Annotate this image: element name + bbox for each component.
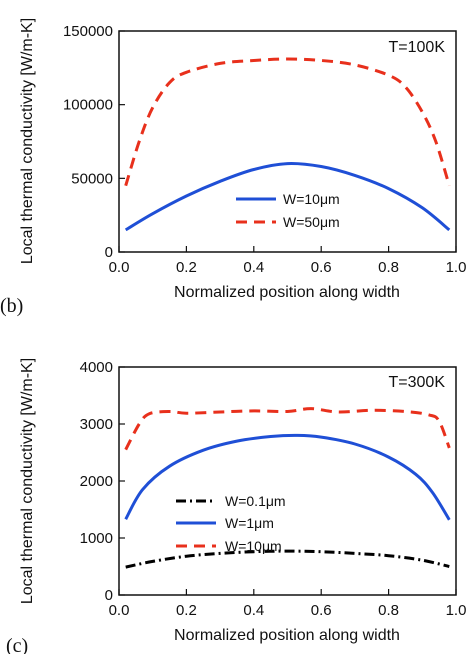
x-tick-label: 1.0: [446, 259, 467, 276]
x-tick-label: 0.8: [378, 602, 399, 619]
y-tick-label: 150000: [63, 23, 113, 40]
temperature-annotation: T=300K: [389, 374, 446, 391]
series-line-0: [125, 549, 450, 569]
y-tick-label: 2000: [80, 473, 113, 490]
legend: W=0.1μm W=1μm W=10μm: [176, 493, 286, 554]
legend-label-w50um: W=50μm: [283, 214, 340, 230]
legend: W=10μm W=50μm: [236, 191, 340, 230]
y-tick-label: 3000: [80, 416, 113, 433]
x-ticks: 0.0 0.2 0.4 0.6 0.8 1.0: [109, 589, 467, 619]
x-ticks: 0.0 0.2 0.4 0.6 0.8 1.0: [109, 246, 467, 276]
y-tick-label: 4000: [80, 359, 113, 376]
x-tick-label: 0.2: [176, 602, 197, 619]
x-tick-label: 0.8: [378, 259, 399, 276]
x-tick-label: 0.0: [109, 602, 130, 619]
legend-label-w10um: W=10μm: [283, 191, 340, 207]
legend-label-w10um: W=10μm: [225, 538, 282, 554]
chart-panel-b: 0 50000 100000 150000 0.0 0.2 0.4 0.6 0.8 1.0 T=…: [0, 18, 466, 317]
y-ticks: 0 50000 100000 150000: [63, 23, 125, 261]
legend-label-w01um: W=0.1μm: [225, 493, 286, 509]
y-tick-label: 50000: [71, 170, 113, 187]
plot-frame: [118, 30, 457, 253]
x-axis-label: Normalized position along width: [174, 627, 400, 644]
y-axis-label: Local thermal conductivity [W/m-K]: [19, 358, 36, 604]
series-line-0: [124, 162, 451, 232]
legend-label-w1um: W=1μm: [225, 515, 274, 531]
y-tick-label: 0: [105, 244, 113, 261]
chart-panel-c: 0 1000 2000 3000 4000 0.0 0.2 0.4 0.6 0.8 1.0 T=3…: [6, 358, 466, 654]
x-tick-label: 0.6: [311, 602, 332, 619]
y-tick-label: 1000: [80, 530, 113, 547]
y-ticks: 0 1000 2000 3000 4000: [80, 359, 125, 604]
series-layer: [124, 407, 451, 569]
x-tick-label: 0.4: [243, 602, 264, 619]
series-line-1: [124, 57, 451, 187]
series-line-1: [124, 433, 451, 521]
x-tick-label: 0.6: [311, 259, 332, 276]
series-line-2: [124, 407, 451, 451]
panel-label-b: (b): [0, 295, 23, 317]
x-tick-label: 1.0: [446, 602, 467, 619]
panel-label-c: (c): [6, 635, 28, 654]
x-tick-label: 0.4: [243, 259, 264, 276]
plot-frame: [118, 366, 457, 596]
y-axis-label: Local thermal conductivity [W/m-K]: [19, 18, 36, 264]
x-axis-label: Normalized position along width: [174, 284, 400, 301]
y-tick-label: 100000: [63, 97, 113, 114]
x-tick-label: 0.0: [109, 259, 130, 276]
series-layer: [124, 57, 451, 232]
temperature-annotation: T=100K: [389, 39, 446, 56]
x-tick-label: 0.2: [176, 259, 197, 276]
y-tick-label: 0: [105, 587, 113, 604]
